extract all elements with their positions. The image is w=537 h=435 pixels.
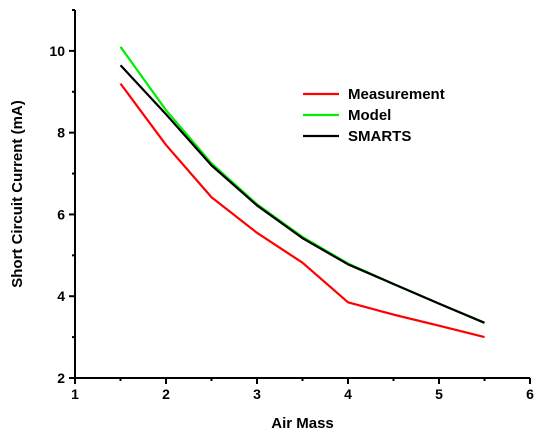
legend-label: Measurement: [348, 86, 445, 103]
legend-label: Model: [348, 107, 391, 124]
x-tick-label: 1: [71, 386, 79, 402]
y-tick-label: 8: [57, 125, 65, 141]
x-tick-label: 2: [162, 386, 170, 402]
y-tick-label: 4: [57, 288, 65, 304]
x-tick-label: 5: [435, 386, 443, 402]
series-line-smarts: [119, 64, 485, 324]
series-line-measurement: [119, 82, 485, 339]
x-axis-label: Air Mass: [271, 415, 334, 432]
legend: Measurement Model SMARTS: [303, 86, 445, 145]
x-tick-label: 3: [253, 386, 261, 402]
y-axis-label: Short Circuit Current (mA): [9, 100, 26, 288]
y-tick-label: 2: [57, 370, 65, 386]
y-tick-label: 6: [57, 206, 65, 222]
y-tick-label: 10: [49, 43, 65, 59]
x-tick-label: 4: [344, 386, 352, 402]
axes: [74, 10, 530, 379]
legend-label: SMARTS: [348, 128, 411, 145]
x-tick-label: 6: [526, 386, 534, 402]
series-lines: [119, 46, 485, 339]
